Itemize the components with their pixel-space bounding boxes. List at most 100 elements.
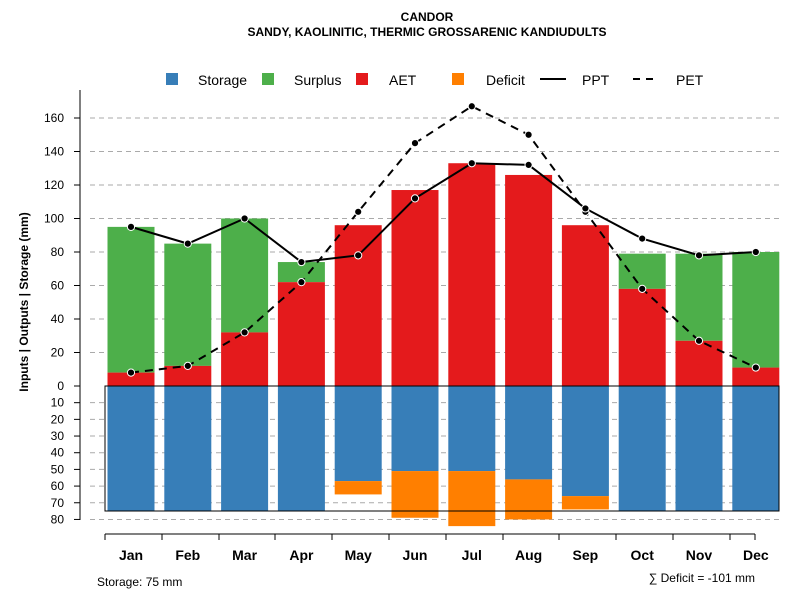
- x-tick-label-jan: Jan: [119, 547, 143, 563]
- pet-point-mar: [240, 328, 249, 337]
- x-tick-label-nov: Nov: [686, 547, 713, 563]
- storage-bar-jun: [391, 386, 439, 472]
- storage-note: Storage: 75 mm: [97, 575, 182, 589]
- pet-point-apr: [297, 278, 306, 287]
- legend-label-aet: AET: [389, 72, 417, 88]
- ppt-point-sep: [581, 204, 590, 213]
- y-tick-label-lower-60: 60: [51, 479, 65, 493]
- pet-point-may: [354, 207, 363, 216]
- deficit-bar-jul: [448, 471, 496, 527]
- ppt-point-oct: [638, 234, 647, 243]
- chart-subtitle: SANDY, KAOLINITIC, THERMIC GROSSARENIC K…: [247, 25, 606, 39]
- deficit-bar-may: [334, 481, 382, 495]
- y-tick-label-upper-80: 80: [51, 245, 65, 259]
- pet-point-oct: [638, 284, 647, 293]
- storage-bar-sep: [561, 386, 609, 497]
- aet-bar-may: [334, 225, 382, 386]
- storage-bar-jul: [448, 386, 496, 472]
- y-axis-label: Inputs | Outputs | Storage (mm): [17, 212, 31, 391]
- ppt-point-apr: [297, 257, 306, 267]
- ppt-point-dec: [751, 247, 760, 257]
- x-tick-label-may: May: [345, 547, 372, 563]
- deficit-bar-jun: [391, 471, 439, 518]
- surplus-bar-apr: [277, 262, 325, 283]
- ppt-point-jun: [410, 194, 420, 203]
- surplus-bar-mar: [221, 218, 269, 333]
- pet-point-dec: [751, 363, 760, 372]
- aet-bar-aug: [505, 174, 553, 386]
- aet-bar-sep: [561, 225, 609, 386]
- x-tick-label-feb: Feb: [175, 547, 200, 563]
- y-tick-label-lower-70: 70: [51, 496, 65, 510]
- ppt-point-may: [354, 251, 363, 260]
- storage-bar-apr: [277, 386, 325, 512]
- aet-bar-jun: [391, 190, 439, 386]
- x-tick-label-jul: Jul: [462, 547, 482, 563]
- x-ticks: Jan Feb Mar Apr May Jun Jul Aug Sep Oct Nov Dec: [104, 534, 769, 563]
- x-tick-label-aug: Aug: [515, 547, 542, 563]
- aet-bar-feb: [164, 365, 212, 386]
- legend-label-pet: PET: [676, 72, 704, 88]
- y-tick-label-upper-0: 0: [57, 379, 64, 393]
- y-tick-label-upper-20: 20: [51, 346, 65, 360]
- pet-line: [130, 105, 757, 374]
- legend-label-ppt: PPT: [582, 72, 610, 88]
- ppt-point-feb: [183, 239, 192, 248]
- x-tick-label-dec: Dec: [743, 547, 769, 563]
- legend: Storage Surplus AET Deficit PPT PET: [166, 72, 704, 88]
- pet-point-nov: [694, 336, 704, 345]
- legend-swatch-storage: [166, 73, 178, 85]
- storage-bar-jan: [107, 386, 155, 512]
- ppt-point-mar: [240, 214, 249, 223]
- aet-bar-apr: [277, 282, 325, 386]
- aet-bar-dec: [732, 367, 780, 386]
- pet-point-aug: [524, 130, 533, 139]
- legend-swatch-deficit: [452, 73, 464, 85]
- x-tick-label-jun: Jun: [403, 547, 428, 563]
- surplus-bar-nov: [675, 253, 723, 341]
- y-tick-label-upper-60: 60: [51, 279, 65, 293]
- y-tick-label-upper-160: 160: [44, 111, 64, 125]
- legend-swatch-surplus: [262, 73, 274, 85]
- x-tick-label-mar: Mar: [232, 547, 257, 563]
- lines: [126, 102, 760, 377]
- x-tick-label-oct: Oct: [631, 547, 655, 563]
- ppt-point-jul: [467, 159, 476, 168]
- storage-bar-mar: [221, 386, 269, 512]
- aet-bar-nov: [675, 340, 723, 386]
- legend-label-surplus: Surplus: [294, 72, 341, 88]
- pet-point-jul: [467, 102, 476, 111]
- storage-bar-oct: [618, 386, 666, 512]
- y-tick-label-lower-50: 50: [51, 462, 65, 476]
- ppt-point-aug: [524, 160, 533, 169]
- y-tick-label-lower-40: 40: [51, 446, 65, 460]
- ppt-point-nov: [694, 251, 704, 260]
- y-tick-label-lower-80: 80: [51, 512, 65, 526]
- aet-bar-jan: [107, 372, 155, 386]
- deficit-bar-sep: [561, 496, 609, 510]
- y-tick-label-upper-120: 120: [44, 178, 64, 192]
- y-tick-label-lower-10: 10: [51, 396, 65, 410]
- aet-bar-jul: [448, 163, 496, 386]
- ppt-point-jan: [126, 222, 136, 231]
- pet-point-jun: [410, 139, 420, 148]
- x-tick-label-sep: Sep: [573, 547, 599, 563]
- y-tick-label-lower-20: 20: [51, 412, 65, 426]
- storage-bar-nov: [675, 386, 723, 512]
- y-tick-label-upper-100: 100: [44, 212, 64, 226]
- surplus-bar-feb: [164, 243, 212, 366]
- y-tick-label-upper-40: 40: [51, 312, 65, 326]
- legend-label-deficit: Deficit: [486, 72, 525, 88]
- storage-bar-aug: [505, 386, 553, 480]
- y-tick-label-lower-30: 30: [51, 429, 65, 443]
- legend-swatch-aet: [356, 73, 368, 85]
- x-tick-label-apr: Apr: [289, 547, 314, 563]
- surplus-bar-oct: [618, 253, 666, 289]
- deficit-note: ∑ Deficit = -101 mm: [649, 571, 755, 585]
- pet-point-jan: [126, 368, 136, 377]
- aet-bar-oct: [618, 288, 666, 386]
- storage-bar-dec: [732, 386, 780, 512]
- chart-title: CANDOR: [401, 10, 454, 24]
